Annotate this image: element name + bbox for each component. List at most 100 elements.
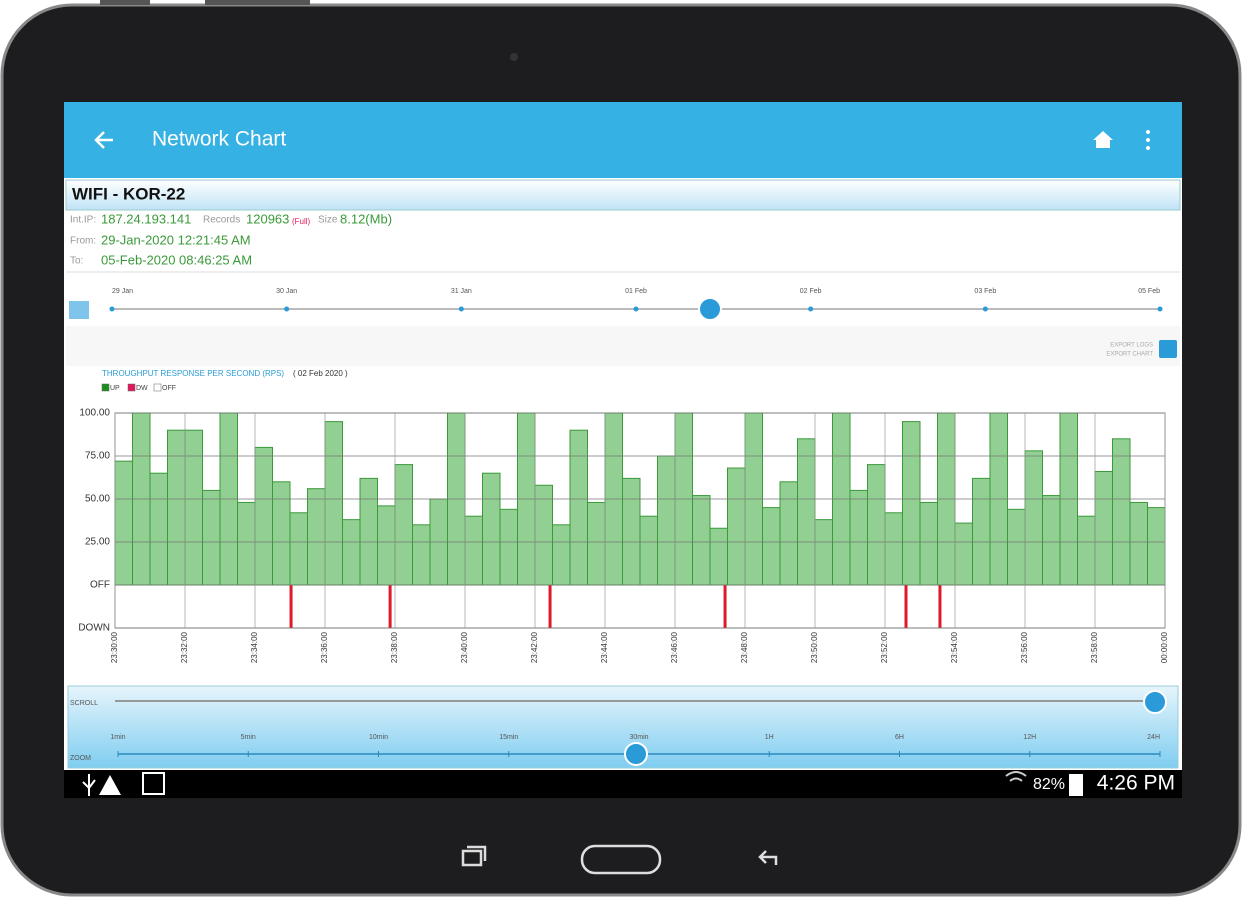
timeline-dot [284,306,290,312]
throughput-bar [1024,450,1043,586]
x-tick-label: 23:58:00 [1090,631,1099,663]
y-tick-label: 75.00 [85,451,110,462]
throughput-bar [534,484,553,586]
back-button[interactable] [94,131,113,149]
throughput-bar [1094,470,1113,586]
usb-icon [82,774,96,796]
throughput-bar [954,522,973,586]
throughput-bar [1147,507,1166,586]
throughput-bar [1077,515,1096,586]
throughput-bar [692,495,711,586]
menu-button[interactable] [1146,130,1150,150]
timeline-dot [109,306,115,312]
x-tick-label: 23:34:00 [250,631,259,663]
throughput-bar [289,512,308,586]
throughput-bar [377,505,396,586]
timeline-dot [808,306,814,312]
clock: 4:26 PM [1097,772,1175,795]
throughput-bar [814,519,833,586]
timeline-knob[interactable] [698,297,722,321]
to-date: 05-Feb-2020 08:46:25 AM [101,252,252,267]
status-bar [64,770,1182,798]
zoom-level: 1min [110,734,125,741]
legend-label: OFF [162,385,176,392]
throughput-bar [359,477,378,586]
recent-apps-button[interactable] [461,845,487,867]
zoom-level: 30min [629,734,648,741]
throughput-bar [762,507,781,586]
records-note: (Full) [292,217,311,226]
home-button[interactable] [1093,131,1113,148]
x-tick-label: 23:56:00 [1020,631,1029,663]
export-bar [66,326,1180,366]
timeline-date: 01 Feb [625,288,647,295]
back-key[interactable] [758,850,778,865]
x-tick-label: 00:00:00 [1160,631,1169,663]
legend-label: UP [110,385,120,392]
zoom-level: 15min [499,734,518,741]
throughput-bar [184,429,203,586]
throughput-bar [884,512,903,586]
timeline: 29 Jan 30 Jan 31 Jan 01 Feb 02 Feb 03 Feb 05 F… [109,288,1163,312]
export-text: EXPORT CHART [1106,352,1153,358]
image-icon [142,772,165,795]
x-tick-label: 23:36:00 [320,631,329,663]
x-tick-label: 23:46:00 [670,631,679,663]
wifi-icon [1005,771,1027,782]
timeline-dot [982,306,988,312]
x-tick-label: 23:32:00 [180,631,189,663]
zoom-level: 12H [1023,734,1036,741]
legend-swatch [153,383,162,392]
zoom-level: 10min [369,734,388,741]
zoom-level: 5min [241,734,256,741]
button [100,0,150,5]
connection-header [65,179,1181,211]
throughput-bar [797,438,816,586]
throughput-bar [622,477,641,586]
legend-label: DW [136,385,148,392]
label: From: [70,236,96,247]
timeline-date: 05 Feb [1138,288,1160,295]
x-tick-label: 23:30:00 [110,631,119,663]
home-key[interactable] [580,844,662,875]
throughput-bar [779,481,798,586]
timeline-dot [458,306,464,312]
warning-icon [99,775,121,795]
throughput-bar [867,464,886,586]
calendar-icon[interactable] [69,301,89,319]
x-tick-label: 23:42:00 [530,631,539,663]
throughput-bar [569,429,588,586]
throughput-bar [272,481,291,586]
ip: 187.24.193.141 [101,211,191,226]
battery-level: 82% [1033,776,1065,793]
from-date: 29-Jan-2020 12:21:45 AM [101,232,251,247]
zoom-knob[interactable] [624,742,648,766]
connection-name: WIFI - KOR-22 [72,184,185,203]
button [205,0,310,5]
throughput-bar [657,455,676,586]
throughput-bar [114,460,133,586]
battery-icon [1069,774,1083,796]
x-tick-label: 23:40:00 [460,631,469,663]
x-tick-label: 23:44:00 [600,631,609,663]
throughput-bar [482,472,501,586]
zoom-level: 24H [1147,734,1160,741]
size: 8.12(Mb) [340,211,392,226]
throughput-bar [324,421,343,586]
throughput-bar [342,519,361,586]
x-tick-label: 23:52:00 [880,631,889,663]
scroll-knob[interactable] [1143,690,1167,714]
records: 120963 [246,211,289,226]
throughput-bar [237,501,256,586]
throughput-bar [552,524,571,586]
export-button[interactable] [1159,340,1177,358]
legend-swatch [127,383,136,392]
throughput-bar [1042,495,1061,586]
timeline-date: 29 Jan [112,288,133,295]
throughput-bar [587,501,606,586]
throughput-bar [149,472,168,586]
zoom: 1min 5min 10min 15min 30min 1H 6H 12H 24H [110,734,1161,757]
y-tick-label: 50.00 [85,494,110,505]
label: To: [70,256,83,267]
